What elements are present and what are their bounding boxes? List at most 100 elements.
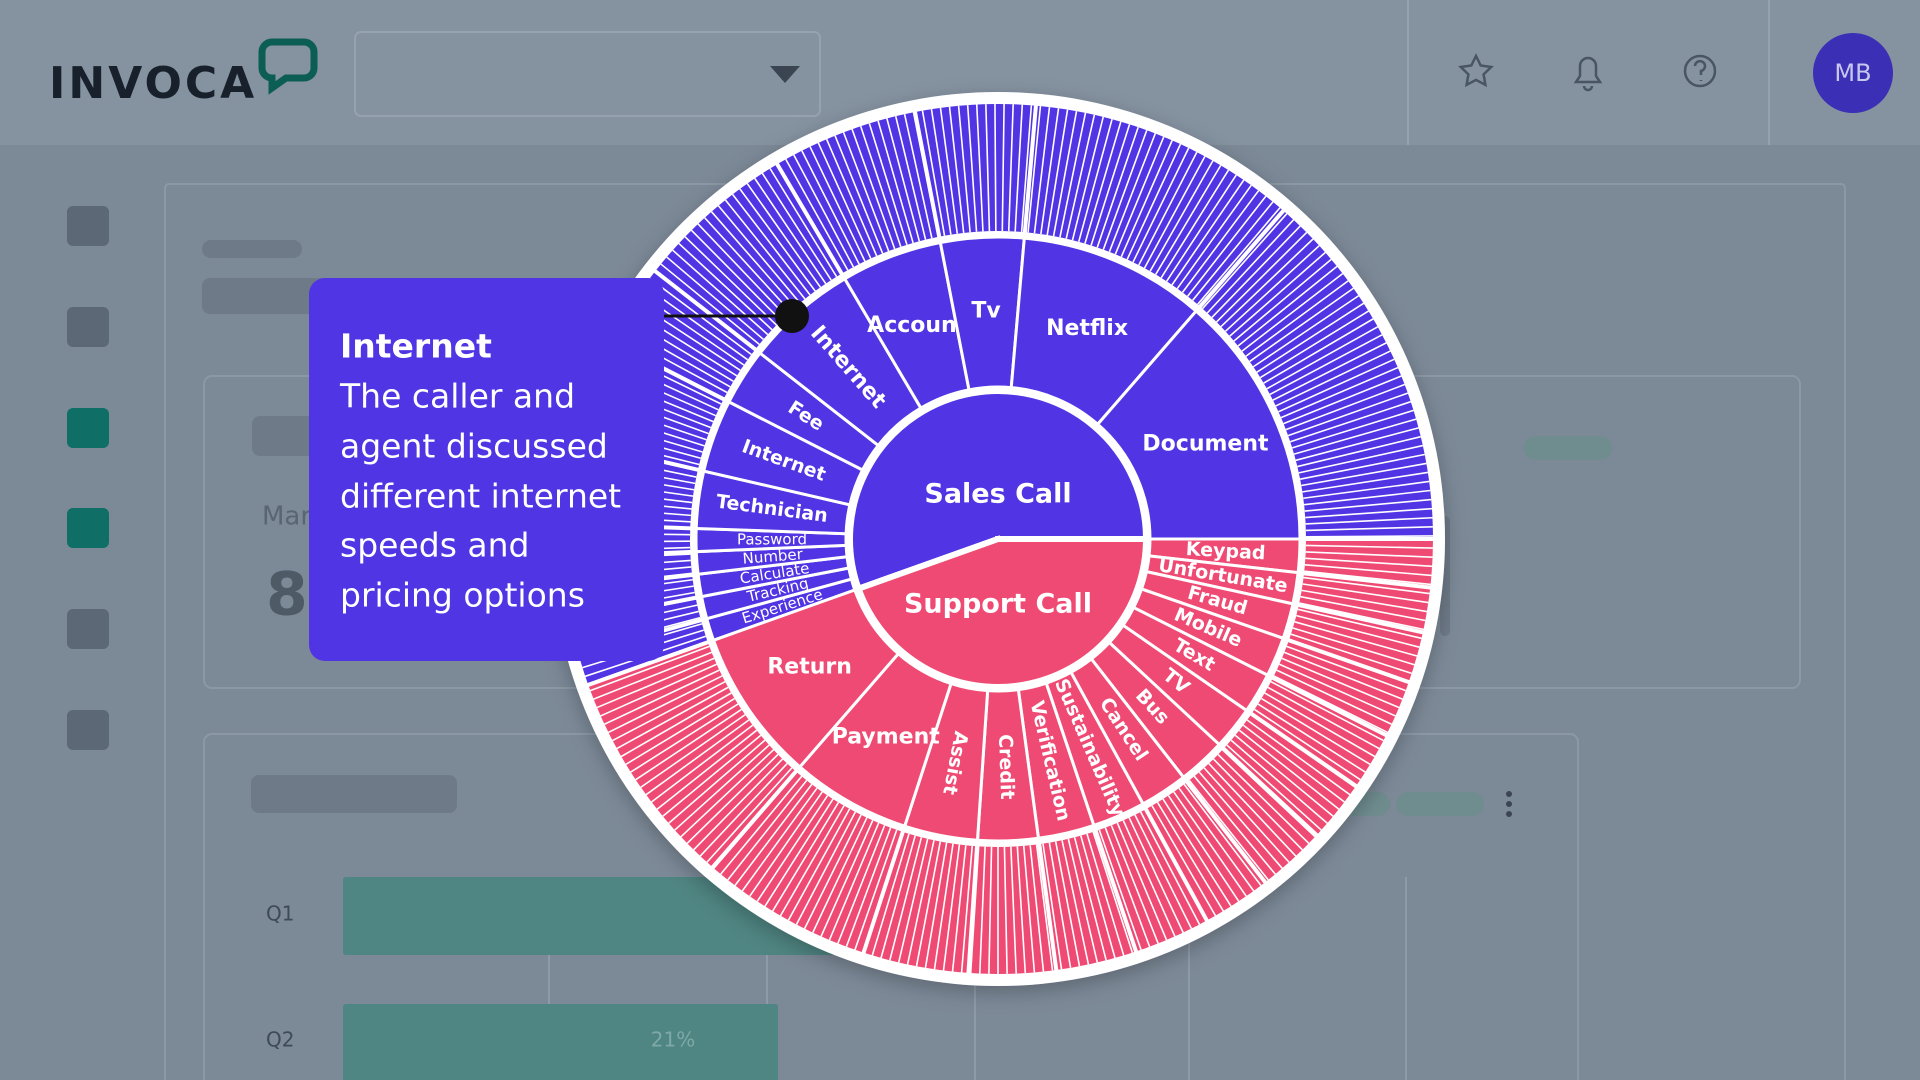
dropdown[interactable] [354,31,821,117]
ring-stripe [1257,703,1366,773]
row-label: Q2 [266,1028,294,1052]
placeholder [1396,792,1484,816]
ring-stripe [693,758,784,851]
ring-stripe [1156,802,1225,912]
ring-stripe [620,692,732,758]
ring-stripe [1229,251,1326,337]
ring-divider [1248,711,1359,789]
ring-stripe [1303,489,1431,506]
tooltip-line: agent discussed [340,427,608,466]
core-label: Support Call [904,589,1092,620]
ring-stripe [1061,840,1090,965]
ring-stripe [1305,526,1433,532]
ring-stripe [1090,124,1131,246]
menu-dot [1506,811,1512,817]
ring-stripe [1193,775,1276,875]
outer-ring [588,539,1433,974]
menu-dot [1506,801,1512,807]
stat-value: 8 [266,560,308,630]
ring-stripe [1291,409,1414,449]
tooltip-line: The caller and [339,377,575,416]
ring-stripe [1217,753,1310,844]
nav-item[interactable] [67,307,109,347]
nav-item[interactable] [67,508,109,548]
ring-stripe [1188,779,1269,881]
core-segment [854,535,1150,690]
segment[interactable] [711,588,901,770]
ring-stripe [1267,686,1380,750]
nav-item[interactable] [67,408,109,448]
nav-item[interactable] [67,206,109,246]
ring-stripe [625,697,735,766]
tooltip-title: Internet [340,327,492,366]
ring-divider [966,844,980,976]
ring-stripe [668,739,766,824]
ring-stripe [1033,106,1051,234]
ring-stripe [957,105,971,233]
ring-stripe [1305,544,1433,549]
segment-label: Return [767,654,852,679]
ring-stripe [662,734,762,817]
ring-stripe [600,663,717,717]
ring-stripe [1059,112,1087,238]
ring-stripe [608,675,723,734]
ring-stripe [640,714,746,788]
segment[interactable] [1095,308,1302,541]
ring-stripe [1048,842,1072,969]
ring-stripe [1220,238,1314,328]
ring-stripe [1259,310,1369,379]
ring-stripe [886,118,921,242]
segment-label: Account [867,313,968,338]
ring-stripe [988,846,993,974]
ring-stripe [1264,692,1376,758]
nav-item[interactable] [67,710,109,750]
ring-stripe [590,645,710,692]
avatar[interactable] [1813,33,1893,113]
ring-stripe [1303,480,1430,500]
ring-stripe [731,193,811,296]
star-icon[interactable] [1458,53,1494,88]
ring-stripe [903,113,933,239]
ring-stripe [880,835,916,959]
nav-item[interactable] [67,609,109,649]
ring-stripe [1266,326,1379,390]
menu-dot[interactable] [1506,791,1512,797]
ring-stripe [1242,724,1345,803]
ring-stripe [1301,462,1427,487]
ring-stripe [1102,129,1148,250]
ring-stripe [1007,104,1014,232]
ring-stripe [593,651,712,700]
ring-stripe [771,802,840,912]
ring-stripe [951,845,967,972]
ring-stripe [787,808,851,921]
ring-stripe [1295,427,1419,462]
segment-label: Tv [971,298,1001,323]
ring-stripe [1084,121,1122,244]
ring-stripe [960,845,974,973]
ring-stripe [975,104,984,232]
ring-stripe [1181,190,1260,293]
ring-divider [652,268,759,353]
ring-stripe [1261,697,1371,766]
ring-stripe [612,680,726,742]
ring-stripe [795,811,857,925]
ring-stripe [924,842,948,969]
ring-divider [1184,779,1269,886]
help-icon[interactable] [1683,54,1717,88]
ring-stripe [894,116,927,240]
ring-stripe [801,150,860,265]
ring-stripe [1016,846,1027,974]
ring-stripe [690,229,782,322]
ring-stripe [785,158,849,271]
bell-icon[interactable] [1573,56,1603,92]
ring-stripe [845,827,892,947]
ring-stripe [1226,744,1322,831]
ring-stripe [1254,708,1361,781]
ring-stripe [1211,225,1301,318]
ring-stripe [749,791,823,897]
ring-divider [1220,745,1320,838]
ring-stripe [1110,825,1159,944]
ring-divider [774,161,845,277]
ring-stripe [1272,342,1387,401]
ring-stripe [1241,272,1344,352]
